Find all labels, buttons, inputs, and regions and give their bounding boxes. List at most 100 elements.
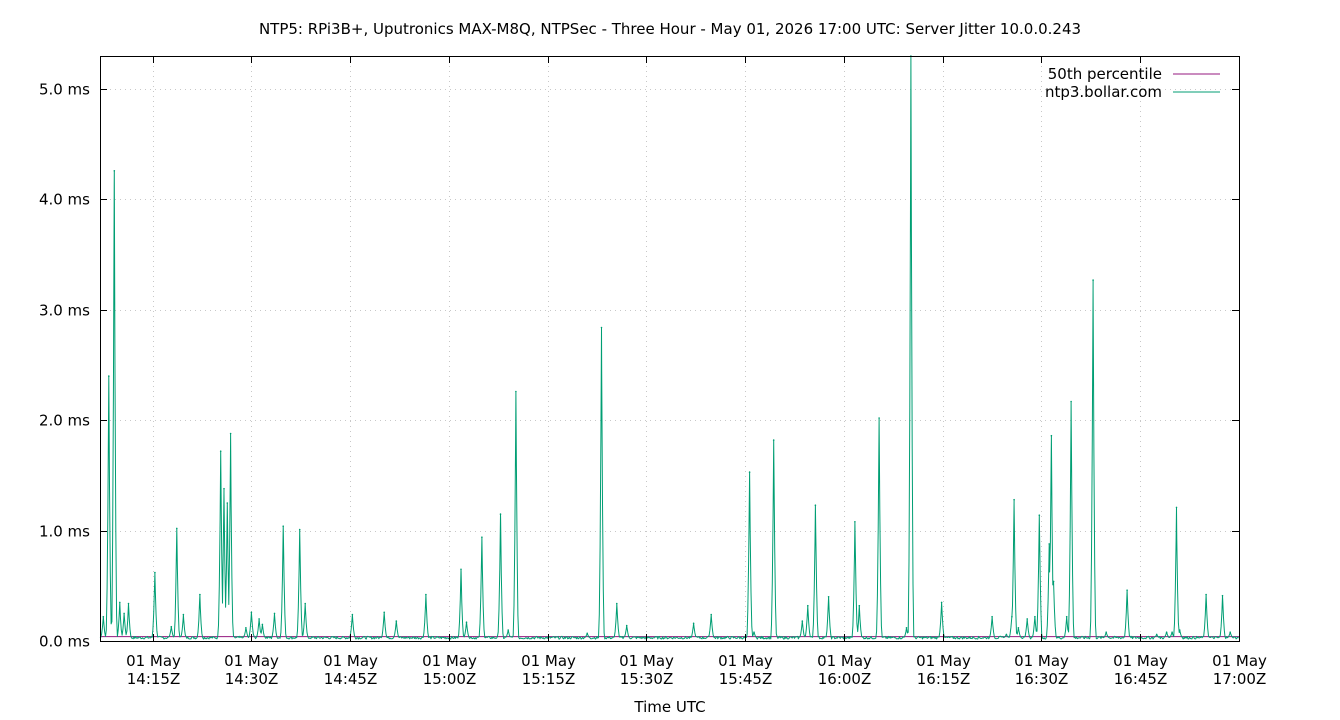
x-tick-label: 01 May (619, 652, 674, 670)
data-point-peak (170, 625, 173, 628)
grid-lines (100, 56, 1239, 641)
data-point-peak (245, 627, 247, 629)
data-point-peak (1017, 627, 1020, 629)
data-point-peak (113, 170, 116, 172)
data-point-peak (600, 326, 603, 329)
data-point-peak (383, 611, 386, 614)
data-point-peak (1126, 589, 1128, 591)
data-point-peak (1052, 580, 1055, 583)
x-axis-label: Time UTC (633, 698, 705, 716)
legend-label-ntp3-bollar-com: ntp3.bollar.com (1045, 83, 1162, 101)
data-point-peak (282, 525, 285, 527)
data-point-peak (1155, 633, 1158, 636)
y-tick-label: 1.0 ms (39, 523, 90, 541)
data-point-peak (692, 622, 695, 625)
data-point-peak (219, 450, 222, 453)
data-point-peak (507, 629, 510, 631)
data-point-peak (1050, 434, 1053, 437)
axis-ticks: 0.0 ms 1.0 ms 2.0 ms 3.0 ms 4.0 ms 5.0 ms 01 M… (39, 56, 1267, 688)
data-point-peak (1038, 514, 1041, 516)
data-point-peak (1013, 498, 1015, 501)
data-point-peak (182, 613, 185, 616)
data-point-peak (223, 487, 225, 490)
data-point-peak (1092, 279, 1094, 281)
data-point-peak (258, 618, 260, 620)
x-tick-label: 17:00Z (1213, 670, 1267, 688)
data-point-peak (1034, 615, 1036, 618)
x-tick-label: 01 May (521, 652, 576, 670)
x-tick-label: 01 May (1113, 652, 1168, 670)
data-point-peak (102, 615, 105, 618)
x-tick-label: 01 May (422, 652, 477, 670)
data-point-peak (586, 632, 588, 635)
x-tick-label: 14:45Z (324, 670, 378, 688)
data-point-peak (1229, 631, 1231, 633)
data-point-peak (1026, 618, 1028, 620)
data-point-peak (1178, 629, 1181, 631)
data-point-peak (807, 604, 809, 607)
data-point-peak (226, 502, 229, 504)
data-point-peak (154, 571, 156, 574)
x-tick-label: 01 May (224, 652, 279, 670)
x-tick-label: 15:15Z (522, 670, 576, 688)
x-tick-label: 16:00Z (818, 670, 872, 688)
data-point-peak (940, 601, 943, 604)
legend: 50th percentile ntp3.bollar.com (1045, 65, 1220, 101)
data-point-peak (176, 527, 178, 530)
data-point-peak (1011, 615, 1013, 618)
data-point-peak (858, 604, 861, 607)
x-tick-label: 15:45Z (719, 670, 773, 688)
data-point-peak (1165, 631, 1168, 633)
data-point-peak (261, 623, 264, 626)
data-point-peak (854, 521, 856, 523)
x-tick-label: 16:30Z (1015, 670, 1069, 688)
x-tick-label: 01 May (323, 652, 378, 670)
data-point-peak (250, 611, 253, 614)
plot-frame (100, 56, 1240, 642)
data-point-peak (1070, 400, 1072, 403)
x-tick-label: 16:15Z (917, 670, 971, 688)
x-tick-label: 15:00Z (423, 670, 477, 688)
data-point-peak (710, 613, 712, 616)
data-point-peak (515, 390, 517, 393)
data-point-peak (1048, 543, 1050, 545)
data-point-peak (1171, 631, 1173, 633)
x-tick-label: 01 May (1014, 652, 1069, 670)
data-point-peak (425, 593, 427, 596)
x-tick-label: 14:30Z (225, 670, 279, 688)
x-tick-label: 01 May (916, 652, 971, 670)
data-point-peak (481, 536, 483, 538)
data-point-peak (1221, 594, 1224, 597)
y-tick-label: 3.0 ms (39, 302, 90, 320)
data-point-peak (304, 602, 307, 605)
x-tick-label: 15:30Z (620, 670, 674, 688)
x-tick-label: 01 May (817, 652, 872, 670)
data-point-peak (108, 375, 110, 377)
y-tick-label: 2.0 ms (39, 412, 90, 430)
data-point-peak (229, 432, 232, 435)
data-point-peak (772, 439, 775, 441)
data-point-peak (1105, 631, 1107, 633)
data-point-peak (905, 627, 908, 629)
data-point-peak (1175, 506, 1178, 509)
data-point-peak (878, 417, 880, 419)
x-tick-label: 14:15Z (127, 670, 181, 688)
data-point-peak (827, 596, 830, 598)
data-point-peak (1205, 593, 1207, 596)
x-tick-label: 01 May (718, 652, 773, 670)
data-point-peak (395, 620, 398, 622)
data-point-peak (748, 471, 751, 473)
data-point-peak (460, 568, 462, 571)
data-point-peak (814, 504, 817, 507)
x-tick-label: 01 May (126, 652, 181, 670)
data-point-peak (616, 602, 618, 605)
plot-series (99, 55, 1239, 640)
data-point-peak (991, 615, 993, 618)
chart-title: NTP5: RPi3B+, Uputronics MAX-M8Q, NTPSec… (259, 20, 1081, 38)
series-line-ntp3-bollar-com (99, 55, 1239, 640)
data-point-peak (625, 624, 628, 627)
data-point-peak (753, 631, 755, 633)
data-point-peak (1065, 615, 1068, 618)
data-point-peak (298, 528, 301, 531)
